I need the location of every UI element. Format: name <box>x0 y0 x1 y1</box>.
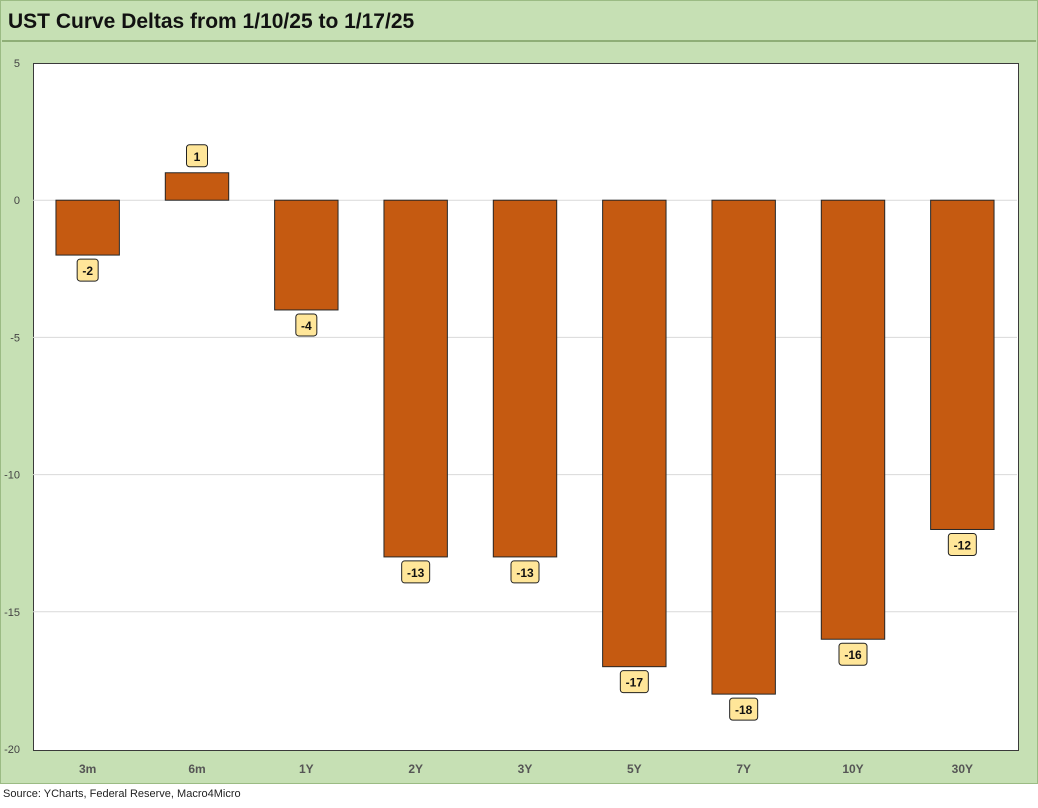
x-tick-label: 30Y <box>952 762 973 776</box>
x-tick-label: 10Y <box>842 762 863 776</box>
data-labels: -2 1 -4 -13 -13 -17 -18 -16 -12 <box>76 144 977 721</box>
x-tick-label: 6m <box>188 762 205 776</box>
data-label-box <box>186 144 208 168</box>
bar-3Y <box>492 199 558 558</box>
bar-7Y <box>711 199 776 695</box>
x-tick-label: 1Y <box>299 762 314 776</box>
data-label: -17 <box>626 676 644 690</box>
x-tick-label: 5Y <box>627 762 642 776</box>
data-label-box <box>295 313 318 337</box>
source-note: Source: YCharts, Federal Reserve, Macro4… <box>3 788 241 800</box>
x-tick-label: 3m <box>79 762 96 776</box>
data-label-box <box>838 642 868 666</box>
data-label-box <box>729 697 759 721</box>
y-axis: 5 0 -5 -10 -15 -20 <box>4 58 20 756</box>
x-tick-label: 3Y <box>518 762 533 776</box>
y-tick-label: -5 <box>10 332 20 344</box>
title-bar: UST Curve Deltas from 1/10/25 to 1/17/25 <box>2 2 1036 42</box>
data-label: -16 <box>844 648 862 662</box>
bar-30Y <box>930 199 995 530</box>
x-axis: 3m 6m 1Y 2Y 3Y 5Y 7Y 10Y 30Y <box>79 762 973 776</box>
data-label-box <box>76 258 99 282</box>
bar-6m <box>164 172 230 201</box>
bar-1Y <box>274 199 339 311</box>
data-label-box <box>947 532 977 556</box>
bars <box>55 172 995 695</box>
data-label-box <box>510 560 540 584</box>
data-label: -13 <box>407 566 425 580</box>
y-tick-label: -15 <box>4 607 20 619</box>
x-tick-label: 7Y <box>736 762 751 776</box>
data-label-box <box>619 670 649 694</box>
y-tick-label: 0 <box>14 195 20 207</box>
chart-title: UST Curve Deltas from 1/10/25 to 1/17/25 <box>8 10 415 33</box>
data-label: -12 <box>954 538 972 552</box>
data-label: -13 <box>516 566 534 580</box>
data-label: -4 <box>301 319 312 333</box>
bar-3m <box>55 199 120 256</box>
bar-chart: -2 1 -4 -13 -13 -17 -18 -16 -12 5 0 -5 -10 -15 -20 3m… <box>4 58 1017 776</box>
y-tick-label: -10 <box>4 470 20 482</box>
y-tick-label: -20 <box>4 744 20 756</box>
data-label: -18 <box>735 703 753 717</box>
bar-5Y <box>602 199 667 668</box>
x-tick-label: 2Y <box>408 762 423 776</box>
y-tick-label: 5 <box>14 58 20 70</box>
bar-10Y <box>820 199 886 640</box>
data-label-box <box>401 560 431 584</box>
bar-2Y <box>383 199 448 558</box>
data-label: -2 <box>82 264 93 278</box>
data-label: 1 <box>194 150 201 164</box>
